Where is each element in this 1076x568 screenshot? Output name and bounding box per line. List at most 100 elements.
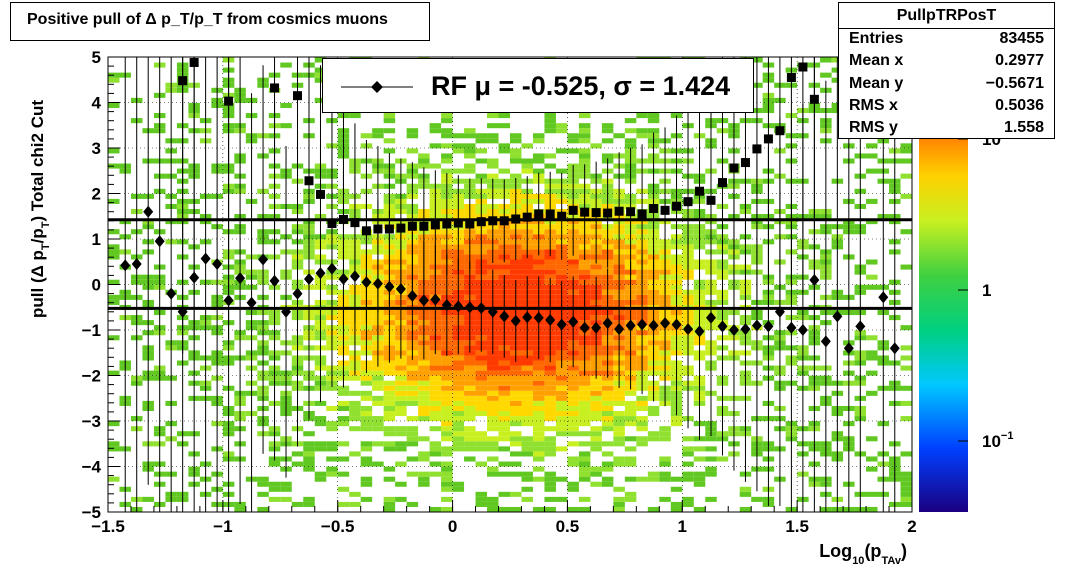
heat-cell [498,431,510,437]
heat-cell [544,426,556,432]
heat-cell [601,476,614,482]
data-point-diamond [258,253,269,266]
heat-cell [601,153,614,159]
heat-cell [521,451,533,457]
heat-cell [372,421,384,427]
heat-cell [555,385,568,391]
heat-cell [510,436,522,442]
heat-cell [406,416,419,422]
heat-cell [441,426,453,432]
heat-cell [498,148,510,154]
heat-cell [739,486,752,492]
data-point-diamond [774,305,785,318]
heat-cell [418,481,430,487]
data-point-diamond [889,342,900,355]
heat-cell [624,405,637,412]
heat-cell [464,405,476,412]
data-point-square [683,197,693,207]
heat-cell [900,486,912,492]
heat-cell [452,416,465,422]
stat-value: 83455 [999,30,1045,47]
y-tick-label: 1 [92,230,101,249]
heat-cell [452,133,465,139]
heat-cell [567,456,579,462]
heat-cell [636,128,648,134]
heat-cell [590,446,602,452]
heat-cell [349,390,361,396]
data-point-diamond [200,252,211,265]
y-tick-label: −5 [82,503,101,522]
heat-cell [532,466,545,472]
heat-cell [326,471,338,477]
heat-cell [303,456,315,462]
heat-cell [544,153,556,159]
heat-cell [590,380,602,386]
heat-cell [303,496,315,502]
heat-cell [452,426,465,432]
heat-cell [510,385,522,391]
heat-cell [372,375,384,381]
heat-cell [429,360,442,366]
heat-cell [326,426,338,432]
heat-cell [682,476,694,482]
heat-cell [429,405,442,412]
heat-cell [475,375,488,381]
heat-cell [326,405,338,412]
heat-cell [452,436,465,442]
heat-cell [383,441,396,447]
heat-cell [406,128,419,134]
heat-cell [544,259,556,265]
heat-cell [900,143,912,149]
heat-cell [418,163,430,169]
heat-cell [234,506,246,512]
data-point-square [649,204,659,214]
heat-cell [429,355,442,361]
heat-cell [544,380,556,386]
heat-cell [521,163,533,169]
data-point-diamond [797,324,808,336]
heat-cell [349,491,361,497]
stat-value: 1.558 [1003,119,1044,136]
heat-cell [464,411,476,417]
heat-cell [647,476,660,482]
heat-cell [395,411,407,417]
heat-cell [498,385,510,391]
heat-cell [578,476,591,482]
heat-cell [900,481,912,487]
y-tick-label: 0 [92,276,101,295]
heat-cell [578,405,591,412]
heat-cell [291,451,304,457]
heat-cell [475,133,488,139]
heat-cell [464,426,476,432]
heat-cell [360,395,373,401]
heat-cell [647,113,660,119]
heat-cell [510,451,522,457]
heat-cell [532,133,545,139]
heat-cell [590,436,602,442]
heat-cell [303,446,315,452]
heat-cell [900,365,912,371]
heat-cell [693,481,706,487]
heat-cell [314,416,327,422]
heat-cell [337,416,350,422]
data-point-diamond [235,272,246,285]
heat-cell [475,446,488,452]
data-point-diamond [499,310,510,323]
heat-cell [521,496,533,502]
x-tick-label: 0 [448,517,457,536]
heat-cell [636,436,648,442]
heat-cell [383,466,396,472]
heat-cell [487,405,499,412]
heat-cell [395,360,407,366]
heat-cell [532,416,545,422]
heat-cell [567,390,579,396]
heat-cell [624,456,637,462]
data-point-diamond [591,321,602,334]
data-point-square [270,83,280,93]
heat-cell [521,476,533,482]
stat-value: 0.5036 [995,97,1044,114]
heat-cell [521,143,533,149]
heat-cell [521,360,533,366]
x-tick-label: −0.5 [321,517,355,536]
heat-cell [866,198,878,204]
